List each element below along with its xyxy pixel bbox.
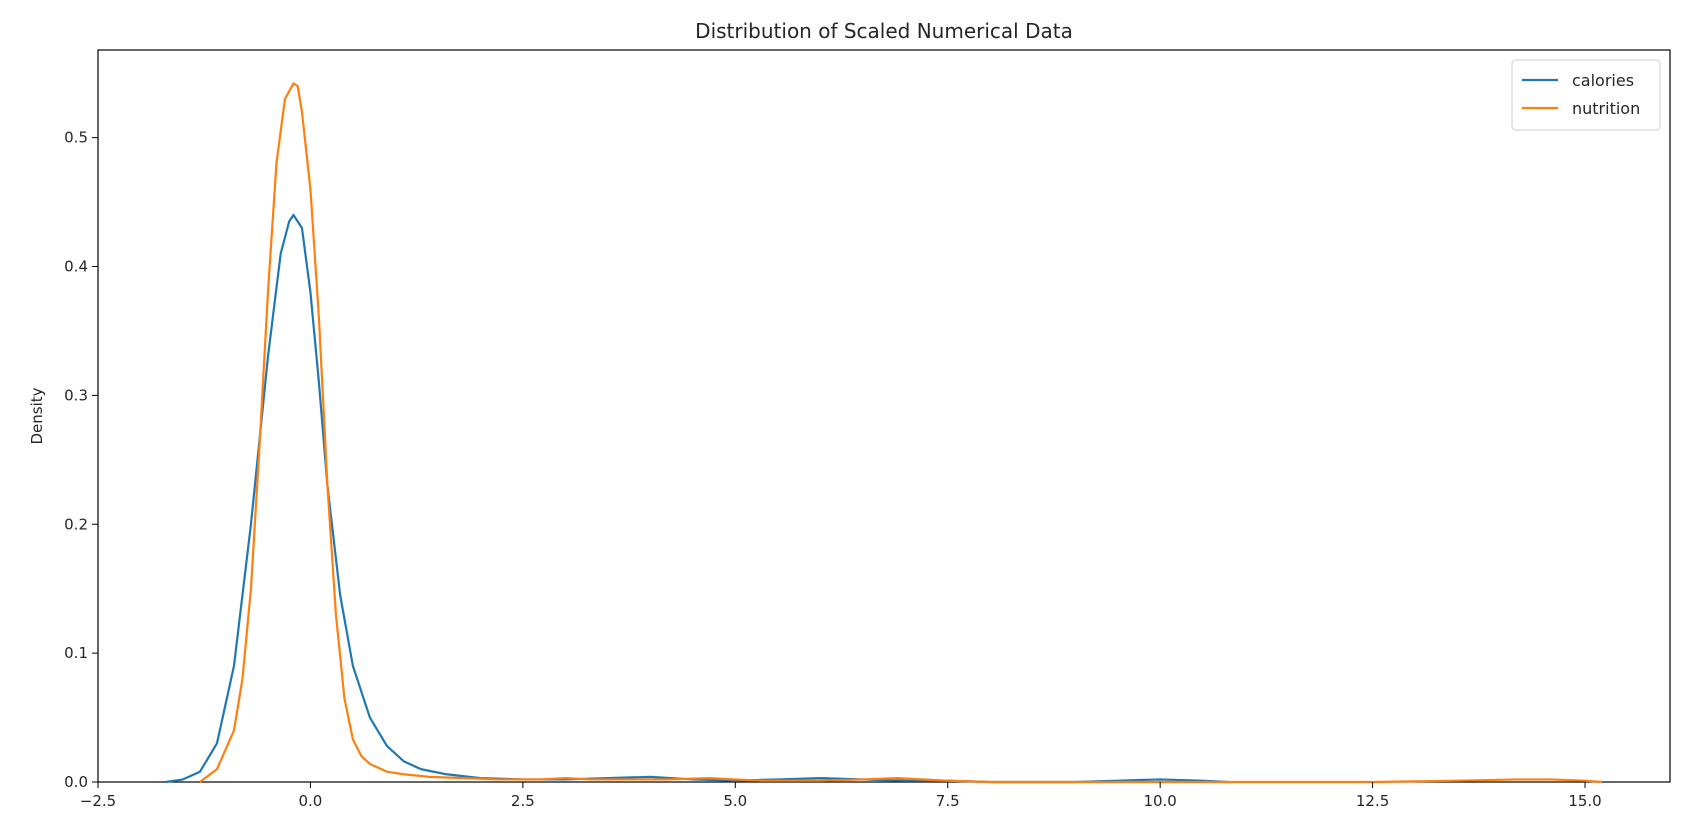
series-line-nutrition bbox=[199, 82, 1603, 784]
x-tick-label: 0.0 bbox=[299, 792, 323, 810]
y-tick-label: 0.5 bbox=[64, 129, 88, 147]
x-tick-label: 10.0 bbox=[1143, 792, 1176, 810]
x-axis: −2.5 0.0 2.5 5.0 7.5 10.0 12.5 15.0 bbox=[80, 782, 1602, 810]
legend-box bbox=[1511, 59, 1661, 131]
series-line-calories bbox=[165, 213, 1229, 784]
y-tick-label: 0.0 bbox=[64, 773, 88, 791]
x-tick-label: 7.5 bbox=[936, 792, 960, 810]
y-axis-title: Density bbox=[28, 387, 46, 444]
y-tick-label: 0.3 bbox=[64, 386, 88, 404]
legend-label-nutrition: nutrition bbox=[1572, 99, 1640, 118]
x-tick-label: 15.0 bbox=[1568, 792, 1601, 810]
series-layer bbox=[165, 82, 1603, 784]
y-tick-label: 0.2 bbox=[64, 515, 88, 533]
legend-label-calories: calories bbox=[1572, 71, 1634, 90]
legend: calories nutrition bbox=[1511, 59, 1661, 131]
plot-area bbox=[97, 49, 1671, 783]
plot-frame bbox=[97, 49, 1671, 783]
chart-title: Distribution of Scaled Numerical Data bbox=[695, 19, 1073, 43]
x-tick-label: 5.0 bbox=[723, 792, 747, 810]
y-tick-label: 0.1 bbox=[64, 644, 88, 662]
y-axis: 0.0 0.1 0.2 0.3 0.4 0.5 bbox=[64, 129, 98, 791]
y-tick-label: 0.4 bbox=[64, 258, 88, 276]
x-tick-label: 2.5 bbox=[511, 792, 535, 810]
x-tick-label: 12.5 bbox=[1356, 792, 1389, 810]
x-tick-label: −2.5 bbox=[80, 792, 116, 810]
